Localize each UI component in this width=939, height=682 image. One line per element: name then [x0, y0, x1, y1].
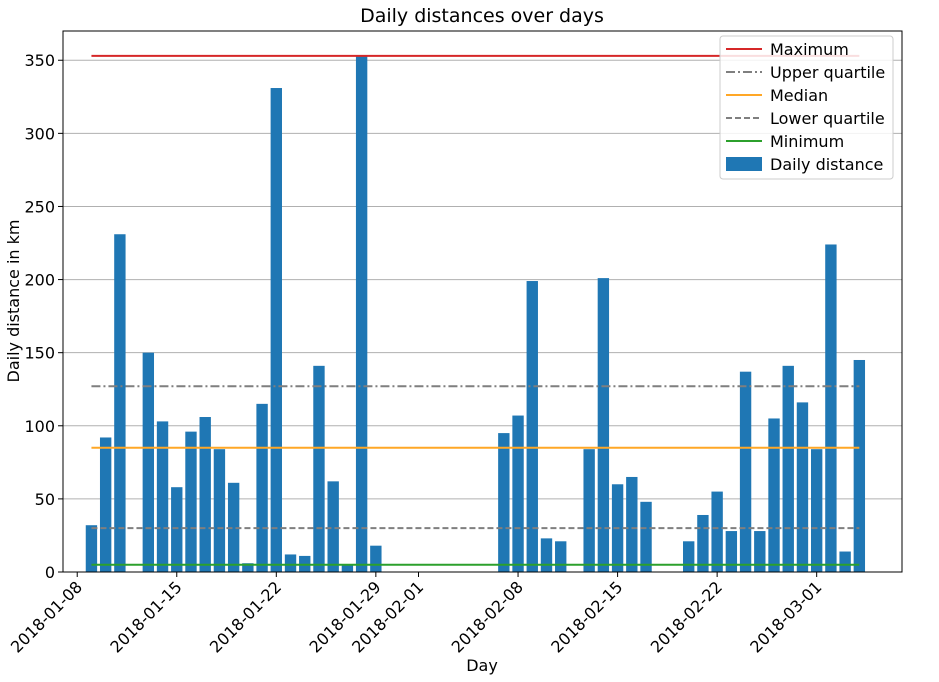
- bar: [114, 234, 126, 572]
- bar: [327, 481, 339, 572]
- bar: [498, 433, 510, 572]
- bar: [242, 563, 254, 572]
- bar: [825, 244, 837, 572]
- plot-frame: [62, 30, 903, 573]
- legend: Maximum Upper quartile Median Lower quartil…: [719, 35, 894, 180]
- y-tick-label: 0: [45, 563, 55, 582]
- bar: [85, 525, 98, 572]
- y-tick-label: 350: [24, 51, 55, 70]
- bar: [526, 281, 538, 572]
- bar: [782, 365, 794, 572]
- y-tick-label: 100: [24, 417, 55, 436]
- legend-swatch: [726, 157, 762, 171]
- y-axis-label: Daily distance in km: [4, 220, 23, 383]
- y-tick-label: 50: [35, 490, 55, 509]
- bar: [370, 545, 382, 572]
- bar: [213, 449, 226, 572]
- bar: [256, 403, 268, 572]
- bar: [156, 421, 169, 572]
- chart-title: Daily distances over days: [360, 5, 604, 27]
- bar: [270, 88, 282, 572]
- bar: [142, 352, 155, 572]
- legend-box: [719, 35, 894, 180]
- bar: [711, 491, 723, 572]
- bars: [85, 55, 866, 573]
- bar: [640, 501, 652, 572]
- x-axis-label: Day: [466, 656, 498, 675]
- bar: [697, 514, 709, 572]
- reference-lines: [91, 54, 860, 566]
- bar: [626, 476, 638, 572]
- bar: [313, 365, 325, 572]
- legend-label: Minimum: [770, 132, 844, 151]
- bar: [739, 371, 752, 572]
- bar: [754, 531, 766, 572]
- legend-label: Median: [770, 86, 828, 105]
- legend-label: Upper quartile: [770, 63, 885, 82]
- bar: [810, 449, 823, 572]
- bar: [597, 278, 610, 572]
- bar: [683, 541, 695, 572]
- bar: [512, 415, 524, 572]
- bar: [171, 487, 183, 572]
- bar: [768, 418, 780, 572]
- bar: [583, 449, 595, 572]
- bar: [853, 359, 866, 572]
- y-tick-label: 200: [24, 271, 55, 290]
- y-tick-label: 150: [24, 344, 55, 363]
- bar: [355, 55, 368, 573]
- bar: [99, 437, 112, 572]
- legend-label: Maximum: [770, 40, 849, 59]
- y-axis: 0 50 100 150 200 250 300 350: [24, 51, 63, 582]
- bar: [796, 402, 809, 572]
- bar: [725, 531, 738, 572]
- legend-label: Daily distance: [770, 155, 883, 174]
- y-tick-label: 250: [24, 197, 55, 216]
- y-tick-label: 300: [24, 124, 55, 143]
- legend-label: Lower quartile: [770, 109, 885, 128]
- bar: [185, 431, 197, 572]
- bar: [540, 538, 553, 572]
- bar: [839, 551, 851, 572]
- bar: [284, 554, 297, 572]
- bar: [555, 541, 567, 572]
- bar: [341, 564, 354, 572]
- bar: [227, 482, 240, 572]
- bar: [199, 417, 211, 572]
